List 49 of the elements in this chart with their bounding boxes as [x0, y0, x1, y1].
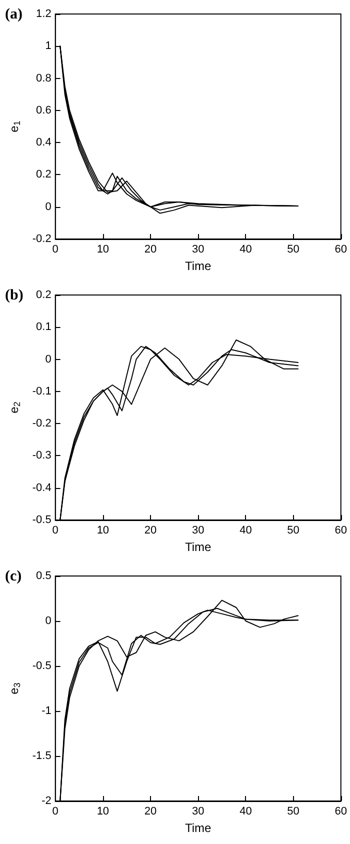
y-axis-title: e3: [7, 682, 22, 694]
x-tick-label: 50: [287, 244, 300, 256]
y-tick-label: 1: [45, 40, 52, 52]
y-tick-label: -2: [42, 795, 52, 807]
y-tick-label: -0.5: [32, 514, 52, 526]
y-tick-label: 1.2: [36, 8, 52, 20]
x-tick-label: 40: [240, 244, 252, 256]
y-tick-label: 0.2: [36, 168, 52, 181]
y-tick-label: -0.5: [32, 660, 52, 672]
x-axis-title: Time: [185, 820, 212, 835]
y-tick-label: 0.1: [36, 321, 52, 334]
y-tick-label: -1.5: [32, 750, 52, 762]
x-tick-label: 20: [144, 524, 157, 536]
x-tick-label: 40: [240, 524, 252, 536]
y-tick-label: -0.4: [32, 482, 52, 494]
x-tick-label: 30: [192, 524, 204, 536]
y-tick-label: 0: [45, 615, 52, 627]
x-tick-label: 60: [334, 524, 348, 536]
y-tick-label: -0.2: [32, 418, 52, 430]
x-tick-label: 20: [144, 244, 157, 256]
y-tick-label: 0.6: [36, 104, 52, 116]
y-tick-label: -1: [42, 705, 52, 717]
x-tick-label: 10: [96, 524, 110, 536]
y-tick-label: 0.8: [36, 72, 52, 84]
x-tick-label: 30: [192, 806, 204, 818]
x-tick-label: 10: [96, 244, 110, 256]
x-tick-label: 60: [334, 806, 348, 818]
chart-title: (b): [5, 288, 24, 304]
y-tick-label: -0.3: [32, 450, 52, 462]
x-tick-label: 50: [287, 524, 300, 536]
chart-title: (a): [5, 6, 22, 22]
x-tick-label: 50: [287, 806, 300, 818]
x-tick-label: 40: [240, 806, 252, 818]
y-axis-title: e1: [7, 120, 22, 132]
x-tick-label: 30: [192, 244, 204, 256]
y-axis-title: e2: [7, 402, 22, 414]
y-tick-label: -0.2: [32, 233, 52, 245]
y-tick-label: 0: [45, 353, 52, 366]
x-tick-label: 60: [334, 244, 348, 256]
x-tick-label: 10: [96, 806, 110, 818]
x-axis-title: Time: [185, 540, 212, 554]
x-axis-title: Time: [185, 258, 212, 273]
x-tick-label: 20: [144, 806, 157, 818]
y-tick-label: 0.4: [36, 136, 52, 149]
y-tick-label: 0.2: [36, 289, 52, 301]
chart-title: (c): [5, 568, 22, 584]
y-tick-label: 0.5: [36, 570, 52, 582]
y-tick-label: 0: [45, 200, 52, 213]
y-tick-label: -0.1: [32, 385, 52, 398]
